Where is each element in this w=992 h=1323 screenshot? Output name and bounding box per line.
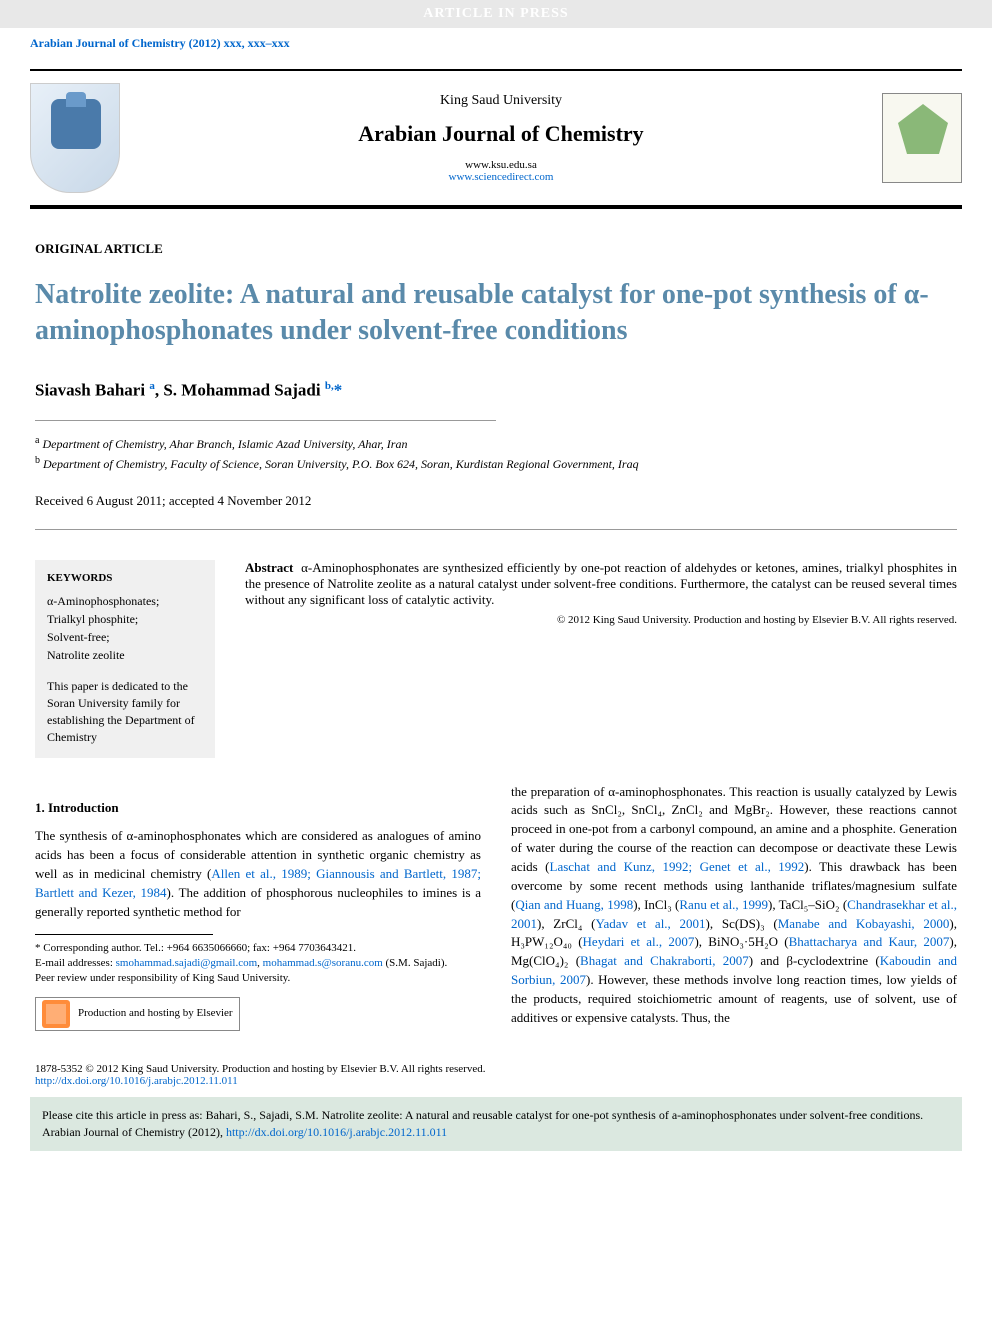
divider	[35, 420, 496, 421]
header-urls: www.ksu.edu.sa www.sciencedirect.com	[120, 159, 882, 183]
left-column: 1. Introduction The synthesis of α-amino…	[35, 783, 481, 1034]
production-box: Production and hosting by Elsevier	[35, 997, 240, 1031]
issn-copyright: 1878-5352 © 2012 King Saud University. P…	[35, 1063, 485, 1075]
journal-reference: Arabian Journal of Chemistry (2012) xxx,…	[0, 28, 992, 59]
keywords-heading: KEYWORDS	[47, 572, 203, 584]
society-logo-icon	[882, 93, 962, 183]
citation-link[interactable]: Ranu et al., 1999	[679, 897, 768, 912]
divider	[35, 529, 957, 530]
citation-link[interactable]: Manabe and Kobayashi, 2000	[778, 916, 950, 931]
author-1-affil: a	[149, 380, 155, 392]
author-2-affil: b,	[325, 380, 334, 392]
citation-link[interactable]: Laschat and Kunz, 1992; Genet et al., 19…	[550, 859, 805, 874]
doi-block: 1878-5352 © 2012 King Saud University. P…	[35, 1063, 957, 1087]
peer-review-footnote: Peer review under responsibility of King…	[35, 971, 481, 986]
email-link-2[interactable]: mohammad.s@soranu.com	[263, 957, 383, 969]
dedication-text: This paper is dedicated to the Soran Uni…	[47, 678, 203, 745]
abstract-label: Abstract	[245, 560, 293, 575]
intro-paragraph-1: The synthesis of α-aminophosphonates whi…	[35, 827, 481, 921]
affiliation-b: b Department of Chemistry, Faculty of Sc…	[35, 453, 957, 473]
keywords-column: KEYWORDS α-Aminophosphonates; Trialkyl p…	[35, 560, 215, 757]
article-type-label: ORIGINAL ARTICLE	[35, 241, 957, 257]
url-sciencedirect[interactable]: www.sciencedirect.com	[120, 171, 882, 183]
doi-link[interactable]: http://dx.doi.org/10.1016/j.arabjc.2012.…	[35, 1075, 238, 1087]
article-content: ORIGINAL ARTICLE Natrolite zeolite: A na…	[0, 219, 992, 1043]
university-name: King Saud University	[120, 93, 882, 109]
journal-title: Arabian Journal of Chemistry	[120, 121, 882, 147]
abstract-copyright: © 2012 King Saud University. Production …	[245, 614, 957, 626]
keywords-abstract-block: KEYWORDS α-Aminophosphonates; Trialkyl p…	[35, 560, 957, 757]
abstract-text: α-Aminophosphonates are synthesized effi…	[245, 560, 957, 607]
affiliations: a Department of Chemistry, Ahar Branch, …	[35, 433, 957, 473]
citation-link[interactable]: Bhattacharya and Kaur, 2007	[789, 934, 950, 949]
footnote-divider	[35, 934, 213, 935]
email-footnote: E-mail addresses: smohammad.sajadi@gmail…	[35, 956, 481, 971]
journal-header: King Saud University Arabian Journal of …	[30, 69, 962, 209]
corresponding-star-icon: *	[334, 380, 343, 399]
university-logo-icon	[30, 83, 120, 193]
corresponding-footnote: * Corresponding author. Tel.: +964 66350…	[35, 941, 481, 956]
url-ksu[interactable]: www.ksu.edu.sa	[120, 159, 882, 171]
keywords-list: α-Aminophosphonates; Trialkyl phosphite;…	[47, 592, 203, 664]
footnotes: * Corresponding author. Tel.: +964 66350…	[35, 941, 481, 1034]
email-link-1[interactable]: smohammad.sajadi@gmail.com	[116, 957, 258, 969]
authors-line: Siavash Bahari a, S. Mohammad Sajadi b,*	[35, 380, 957, 401]
citation-link[interactable]: Yadav et al., 2001	[595, 916, 705, 931]
author-1: Siavash Bahari	[35, 380, 145, 399]
citation-text: Please cite this article in press as: Ba…	[42, 1108, 923, 1139]
author-2: S. Mohammad Sajadi	[163, 380, 320, 399]
header-center: King Saud University Arabian Journal of …	[120, 93, 882, 183]
production-text: Production and hosting by Elsevier	[78, 1006, 233, 1021]
article-dates: Received 6 August 2011; accepted 4 Novem…	[35, 493, 957, 509]
citation-doi-link[interactable]: http://dx.doi.org/10.1016/j.arabjc.2012.…	[226, 1125, 447, 1139]
right-column: the preparation of α-aminophosphonates. …	[511, 783, 957, 1034]
article-in-press-banner: ARTICLE IN PRESS	[0, 0, 992, 28]
citation-box: Please cite this article in press as: Ba…	[30, 1097, 962, 1151]
citation-link[interactable]: Qian and Huang, 1998	[515, 897, 633, 912]
citation-link[interactable]: Bhagat and Chakraborti, 2007	[580, 953, 749, 968]
abstract-column: Abstract α-Aminophosphonates are synthes…	[245, 560, 957, 757]
article-title: Natrolite zeolite: A natural and reusabl…	[35, 277, 957, 350]
elsevier-logo-icon	[42, 1000, 70, 1028]
intro-paragraph-2: the preparation of α-aminophosphonates. …	[511, 783, 957, 1028]
body-two-column: 1. Introduction The synthesis of α-amino…	[35, 783, 957, 1034]
intro-heading: 1. Introduction	[35, 799, 481, 818]
affiliation-a: a Department of Chemistry, Ahar Branch, …	[35, 433, 957, 453]
citation-link[interactable]: Heydari et al., 2007	[583, 934, 695, 949]
